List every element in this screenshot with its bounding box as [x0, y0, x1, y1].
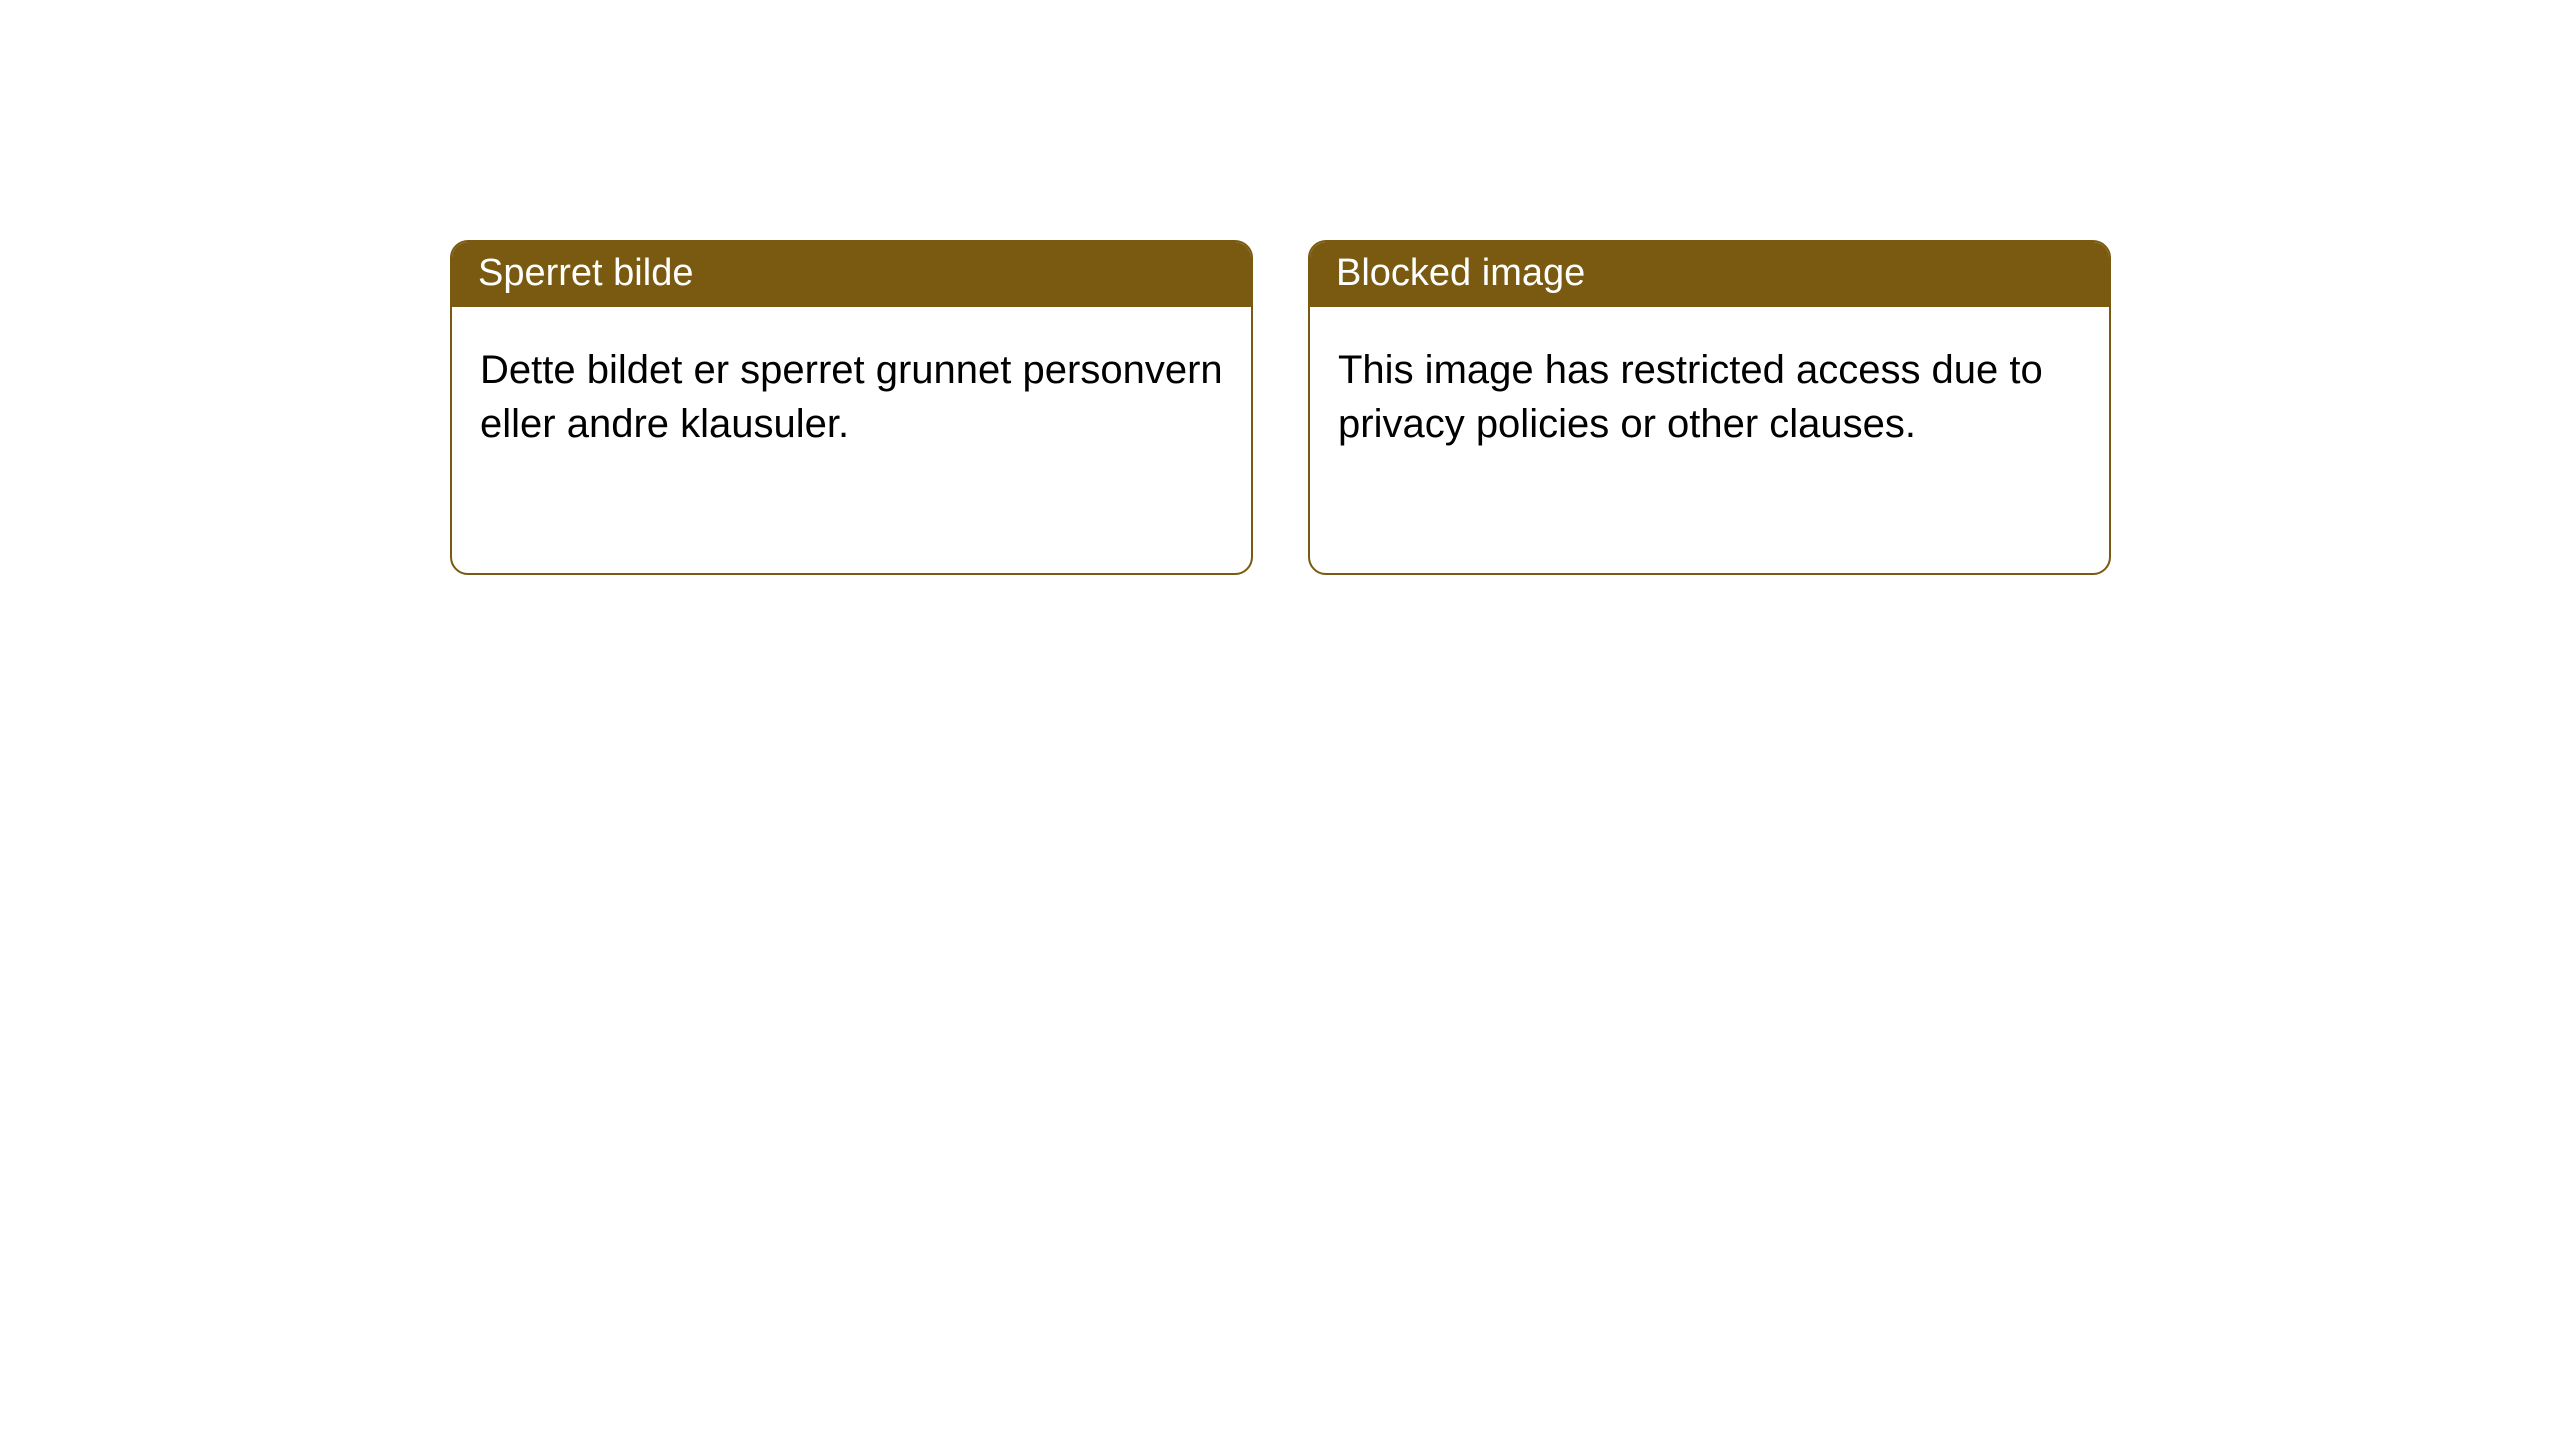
card-title: Sperret bilde — [478, 252, 693, 294]
notice-card-norwegian: Sperret bilde Dette bildet er sperret gr… — [450, 240, 1253, 575]
card-title: Blocked image — [1336, 252, 1585, 294]
notice-cards-container: Sperret bilde Dette bildet er sperret gr… — [450, 240, 2111, 575]
card-header: Blocked image — [1310, 242, 2109, 307]
card-body-text: This image has restricted access due to … — [1338, 348, 2043, 446]
card-header: Sperret bilde — [452, 242, 1251, 307]
card-body-text: Dette bildet er sperret grunnet personve… — [480, 348, 1223, 446]
card-body: This image has restricted access due to … — [1310, 307, 2109, 487]
card-body: Dette bildet er sperret grunnet personve… — [452, 307, 1251, 487]
notice-card-english: Blocked image This image has restricted … — [1308, 240, 2111, 575]
